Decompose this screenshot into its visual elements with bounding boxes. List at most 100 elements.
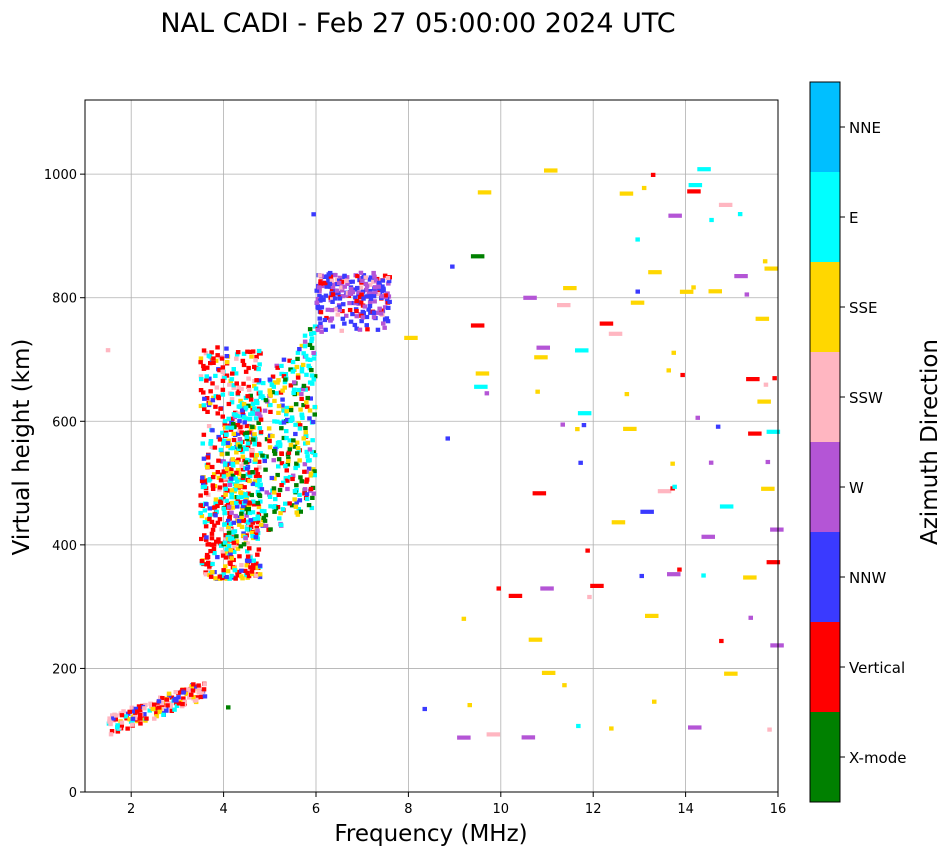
- echo-point: [176, 695, 181, 700]
- echo-point: [250, 571, 255, 577]
- echo-point: [232, 543, 237, 549]
- echo-point: [298, 509, 303, 514]
- echo-point: [770, 643, 784, 648]
- echo-point: [224, 574, 229, 580]
- echo-point: [767, 727, 772, 732]
- echo-point: [252, 517, 257, 522]
- echo-point: [220, 369, 225, 374]
- echo-point: [247, 470, 252, 475]
- echo-point: [299, 396, 304, 401]
- echo-point: [226, 525, 231, 530]
- echo-point: [255, 500, 260, 506]
- echo-point: [348, 319, 354, 324]
- echo-point: [234, 483, 239, 488]
- echo-point: [347, 307, 353, 313]
- echo-point: [343, 293, 349, 298]
- echo-point: [211, 360, 216, 365]
- echo-point: [227, 516, 232, 521]
- echo-point: [376, 287, 381, 292]
- echo-point: [213, 394, 219, 399]
- echo-point: [576, 723, 581, 729]
- echo-point: [148, 701, 153, 706]
- echo-point: [191, 682, 196, 687]
- echo-point: [243, 536, 248, 541]
- echo-point: [305, 395, 310, 401]
- echo-point: [334, 288, 340, 293]
- echo-point: [181, 690, 186, 695]
- echo-point: [287, 438, 292, 443]
- echo-point: [292, 380, 297, 385]
- colorbar-swatch: [810, 622, 840, 712]
- echo-point: [182, 699, 187, 704]
- echo-point: [250, 424, 255, 429]
- echo-point: [142, 712, 147, 717]
- echo-point: [344, 313, 349, 318]
- echo-point: [360, 315, 366, 320]
- echo-point: [333, 307, 338, 312]
- echo-point: [245, 443, 251, 449]
- echo-point: [196, 683, 201, 688]
- echo-point: [208, 549, 213, 554]
- echo-point: [184, 691, 189, 697]
- echo-point: [371, 315, 377, 320]
- echo-point: [344, 278, 349, 283]
- echo-point: [302, 487, 308, 492]
- echo-point: [256, 348, 262, 354]
- echo-point: [288, 367, 293, 372]
- echo-point: [210, 527, 216, 532]
- x-axis-ticks: 2 4 6 8 10 12 14 16: [127, 792, 786, 817]
- echo-point: [312, 473, 317, 478]
- echo-point: [222, 540, 228, 545]
- echo-point: [284, 468, 289, 473]
- echo-point: [344, 275, 350, 280]
- echo-point: [229, 556, 234, 561]
- echo-point: [242, 457, 247, 462]
- colorbar-frame: [809, 81, 841, 803]
- echo-point: [288, 442, 294, 448]
- echo-point: [650, 172, 656, 177]
- echo-point: [257, 574, 263, 580]
- echo-point: [208, 389, 213, 394]
- echo-point: [253, 457, 258, 462]
- echo-point: [233, 476, 238, 481]
- echo-point: [251, 437, 256, 442]
- echo-point: [377, 280, 382, 286]
- echo-point: [652, 699, 657, 704]
- echo-point: [272, 490, 277, 495]
- echo-point: [385, 319, 391, 324]
- echo-point: [168, 704, 173, 709]
- echo-point: [229, 476, 234, 481]
- echo-point: [461, 616, 467, 621]
- echo-point: [173, 701, 179, 706]
- echo-point: [688, 725, 702, 730]
- echo-point: [486, 732, 501, 737]
- echo-point: [238, 490, 243, 495]
- y-tick-label: 0: [69, 786, 77, 801]
- x-tick-label: 8: [404, 802, 412, 817]
- echo-point: [144, 716, 149, 721]
- echo-point: [205, 542, 210, 547]
- echo-point: [231, 367, 236, 372]
- echo-point: [207, 401, 213, 406]
- echo-point: [361, 296, 366, 301]
- echo-point: [199, 479, 205, 484]
- echo-point: [235, 468, 241, 473]
- echo-point: [215, 411, 220, 416]
- echo-point: [211, 472, 217, 477]
- echo-point: [239, 495, 244, 500]
- echo-point: [107, 719, 112, 724]
- echo-point: [211, 542, 217, 547]
- echo-point: [540, 586, 554, 591]
- echo-point: [241, 542, 247, 547]
- echo-point: [299, 412, 304, 417]
- echo-point: [302, 491, 307, 496]
- echo-point: [304, 400, 309, 405]
- echo-point: [521, 735, 536, 740]
- echo-point: [240, 467, 246, 472]
- echo-point: [252, 432, 257, 437]
- echo-point: [123, 714, 128, 719]
- echo-point: [220, 365, 226, 370]
- echo-point: [247, 501, 252, 506]
- echo-point: [303, 387, 308, 392]
- echo-point: [311, 491, 317, 496]
